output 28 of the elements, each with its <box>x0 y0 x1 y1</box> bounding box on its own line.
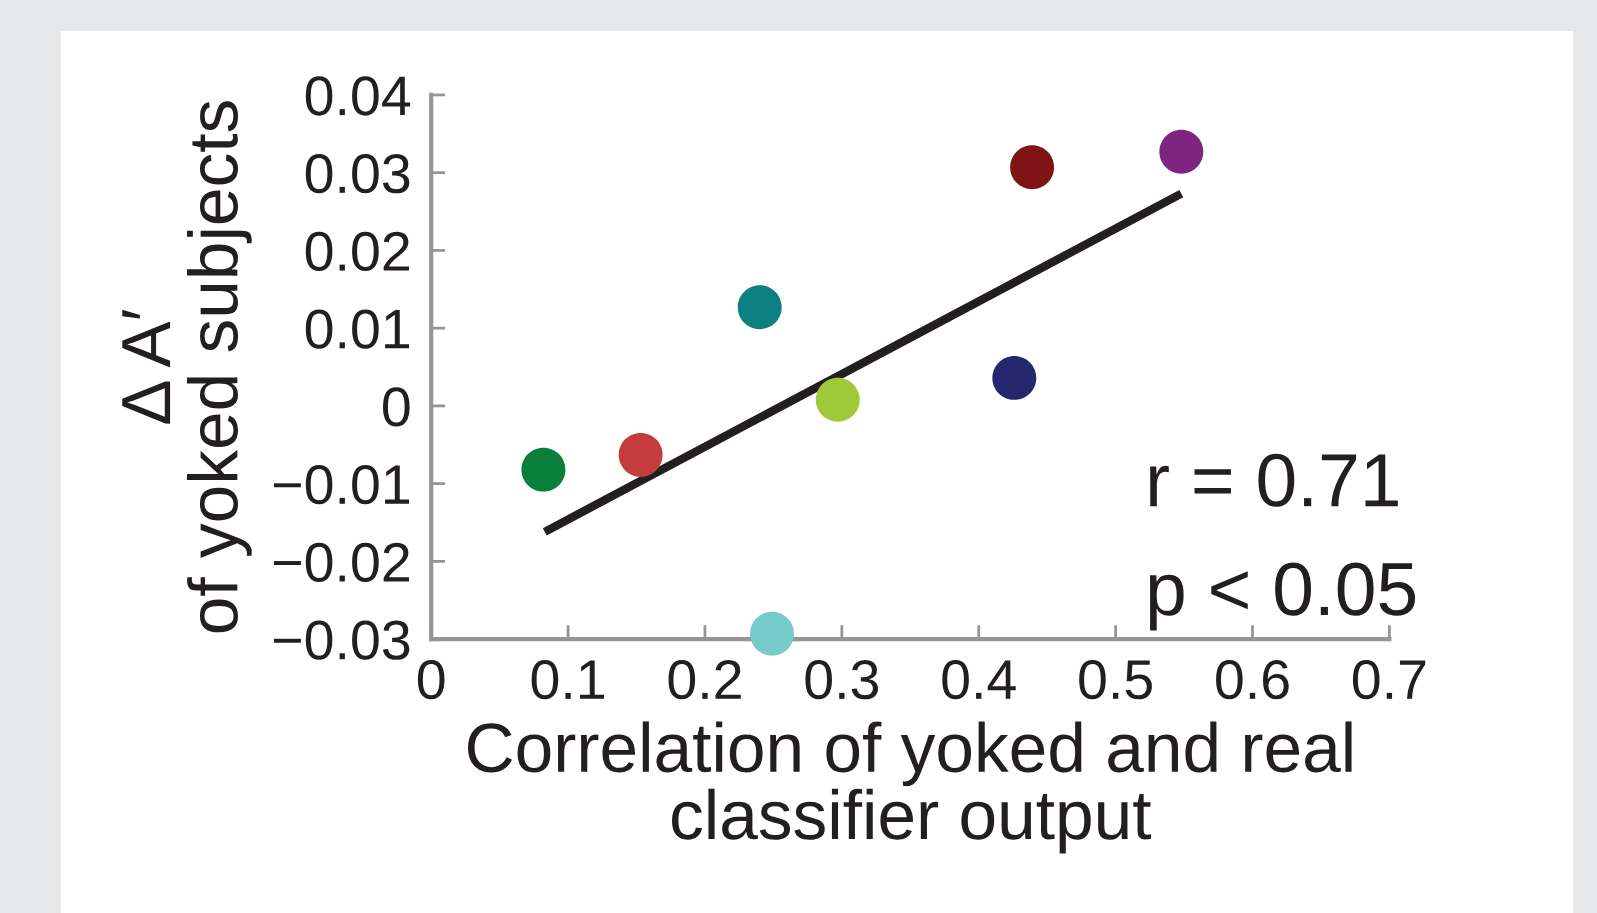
point <box>750 611 794 656</box>
y-tick-label: 0.03 <box>305 154 410 194</box>
x-tick-label: 0.7 <box>1352 660 1426 700</box>
point <box>737 285 782 330</box>
point <box>815 377 860 422</box>
y-tick-label: 0.01 <box>305 309 410 349</box>
point <box>1010 145 1055 190</box>
x-tick-label: 0 <box>417 660 445 700</box>
point <box>521 447 566 492</box>
x-tick-label: 0.4 <box>942 660 1016 700</box>
x-tick-label: 0.3 <box>805 660 879 700</box>
y-tick-label: 0.04 <box>305 76 411 116</box>
point <box>618 432 663 477</box>
y-tick-label: −0.03 <box>273 620 410 660</box>
y-tick-label: −0.01 <box>273 464 410 505</box>
x-tick-label: 0.2 <box>668 660 741 700</box>
annotation: r = 0.71 <box>1150 453 1398 507</box>
y-axis-title: Δ A′ of yoked subjects <box>122 101 252 633</box>
point <box>992 355 1037 400</box>
x-axis-title: Correlation of yoked and real classifier output <box>467 721 1352 854</box>
y-tick-label: −0.02 <box>273 542 409 583</box>
point <box>1159 129 1204 174</box>
y-tick-label: 0.02 <box>305 231 409 272</box>
annotation: p < 0.05 <box>1149 562 1416 631</box>
x-tick-label: 0.6 <box>1216 660 1289 700</box>
x-tick-label: 0.5 <box>1079 660 1152 700</box>
x-tick-label: 0.1 <box>531 660 604 700</box>
y-tick-label: 0 <box>383 387 410 427</box>
